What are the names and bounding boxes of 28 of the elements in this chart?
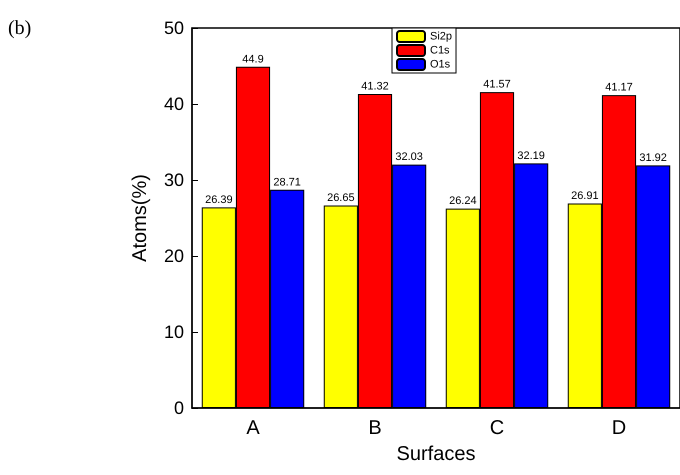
data-label: 31.92 [639, 152, 667, 164]
data-label: 41.57 [483, 78, 511, 91]
data-label: 26.24 [449, 195, 477, 208]
x-tick-label: D [612, 417, 626, 439]
y-tick-label: 20 [164, 246, 184, 266]
data-label: 28.71 [273, 176, 301, 188]
legend-label: C1s [430, 44, 450, 56]
data-label: 26.65 [327, 192, 355, 204]
data-label: 41.17 [605, 82, 633, 94]
legend-label: O1s [430, 58, 451, 70]
y-tick-label: 0 [174, 398, 184, 418]
data-label: 32.03 [395, 151, 423, 164]
data-label: 44.9 [242, 53, 264, 66]
y-axis-title: Atoms(%) [129, 174, 151, 262]
y-tick-label: 10 [164, 322, 184, 342]
data-label: 32.19 [517, 150, 545, 162]
data-label: 41.32 [361, 80, 389, 92]
x-axis-title: Surfaces [396, 443, 476, 465]
x-tick-label: A [246, 417, 260, 439]
text: (b) [8, 17, 32, 39]
legend-label: Si2p [430, 30, 452, 42]
y-tick-label: 40 [164, 94, 184, 114]
y-tick-label: 30 [164, 170, 184, 190]
x-tick-label: B [368, 417, 382, 439]
x-tick-label: C [490, 417, 504, 439]
y-tick-label: 50 [164, 18, 184, 38]
data-label: 26.91 [571, 190, 599, 202]
data-label: 26.39 [205, 194, 233, 206]
